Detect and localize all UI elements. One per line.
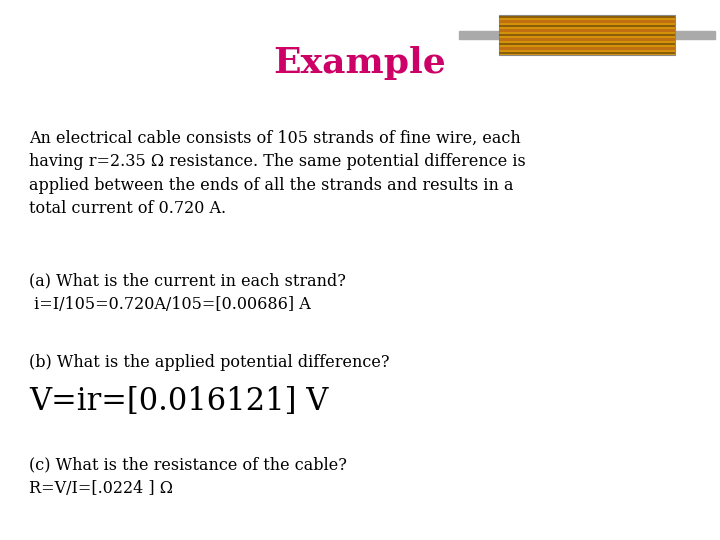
Text: Example: Example [274, 46, 446, 80]
Text: V=ir=[0.016121] V: V=ir=[0.016121] V [29, 386, 328, 417]
Bar [498, 48, 675, 50]
Bar [459, 31, 498, 39]
Text: (c) What is the resistance of the cable?
R=V/I=[.0224 ] Ω: (c) What is the resistance of the cable?… [29, 456, 346, 497]
Bar [498, 52, 675, 55]
Bar [498, 38, 675, 41]
Bar [498, 43, 675, 45]
Text: An electrical cable consists of 105 strands of fine wire, each
having r=2.35 Ω r: An electrical cable consists of 105 stra… [29, 130, 526, 217]
Text: (a) What is the current in each strand?
 i=I/105=0.720A/105=[0.00686] A: (a) What is the current in each strand? … [29, 273, 346, 313]
Bar [498, 25, 675, 28]
Bar [498, 29, 675, 32]
Bar [498, 15, 675, 55]
Bar [498, 34, 675, 36]
Bar [498, 16, 675, 18]
Text: (b) What is the applied potential difference?: (b) What is the applied potential differ… [29, 354, 390, 370]
Bar [498, 21, 675, 23]
Bar [675, 31, 714, 39]
